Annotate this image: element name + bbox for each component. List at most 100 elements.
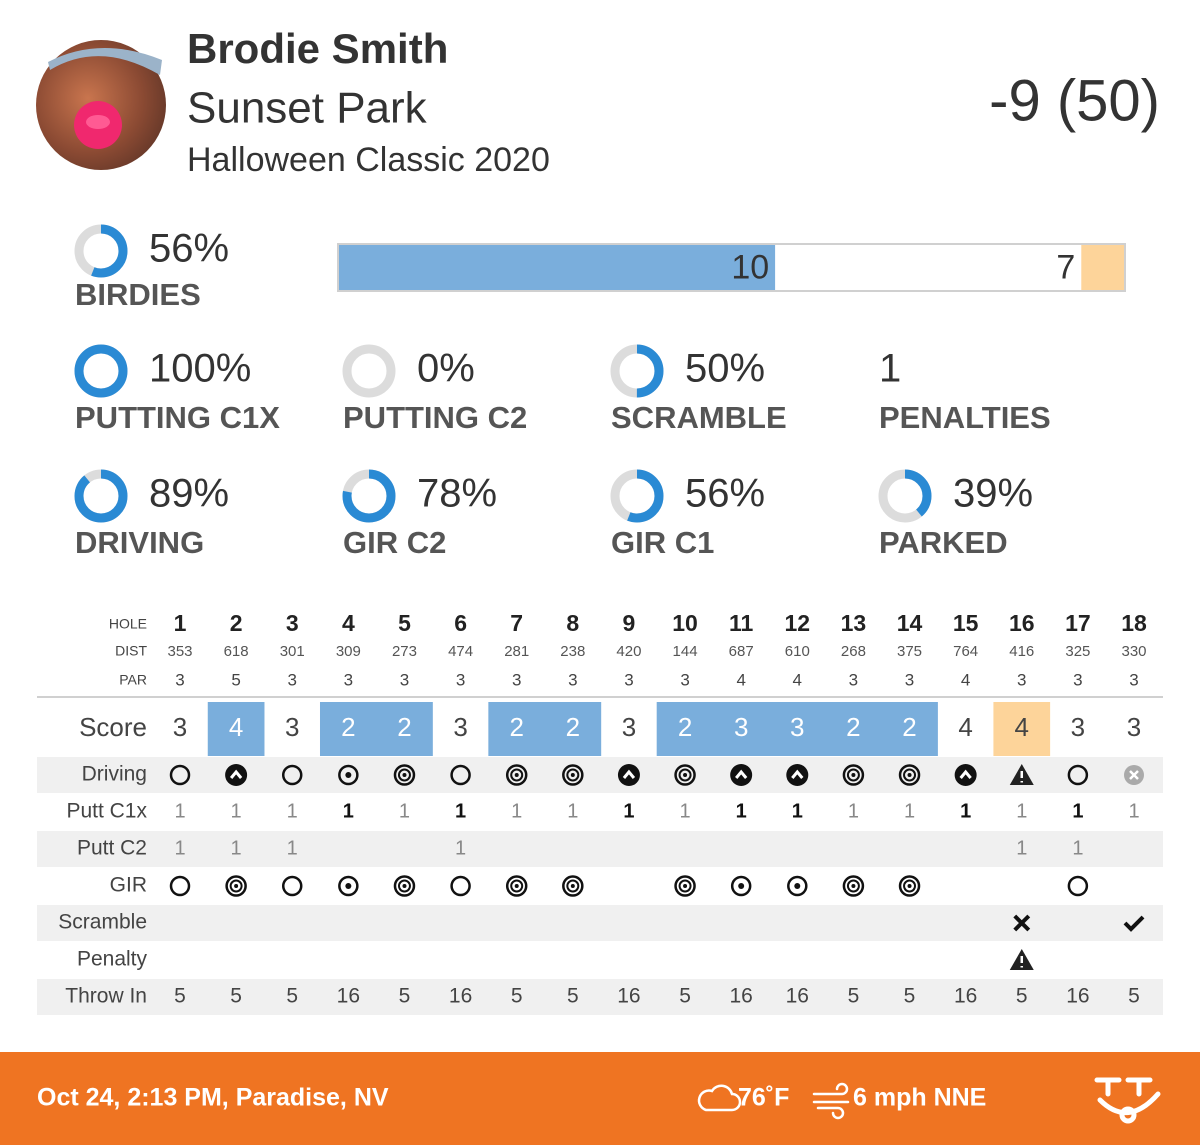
header-label: HOLE xyxy=(109,616,147,632)
cell-value: 5 xyxy=(1016,985,1028,1008)
ring xyxy=(1067,875,1089,897)
ring xyxy=(450,875,471,897)
hole-number: 3 xyxy=(286,610,299,636)
stat-title: PENALTIES xyxy=(879,400,1051,435)
temperature: 76˚F xyxy=(738,1084,789,1112)
hole-number: 5 xyxy=(398,610,411,636)
disc xyxy=(225,764,248,786)
dot xyxy=(851,884,856,888)
bar-frame xyxy=(337,243,1126,292)
ring xyxy=(393,764,416,786)
icon-t xyxy=(505,764,528,786)
hole-par: 3 xyxy=(175,670,184,689)
cell-value: 1 xyxy=(455,837,466,859)
row-label: GIR xyxy=(110,874,147,897)
dot xyxy=(794,883,801,889)
total-score: -9 (50) xyxy=(989,68,1160,133)
cell-value: 1 xyxy=(399,800,410,822)
hole-par: 3 xyxy=(1073,670,1082,689)
hole-dist: 420 xyxy=(616,643,641,660)
icon-t xyxy=(898,875,921,897)
hole-dist: 281 xyxy=(504,643,529,660)
dot xyxy=(402,773,407,777)
hole-par: 3 xyxy=(1129,670,1138,689)
ring xyxy=(510,768,524,782)
ring xyxy=(562,764,584,786)
ring-track xyxy=(342,344,396,398)
stat-title: PUTTING C2 xyxy=(343,400,527,435)
ring xyxy=(898,764,921,786)
dot xyxy=(345,883,352,889)
row-label: Score xyxy=(79,712,147,742)
ring xyxy=(678,879,692,893)
ring-arc xyxy=(610,344,664,398)
score-value: 2 xyxy=(846,712,860,742)
hole-number: 2 xyxy=(230,610,243,636)
hole-dist: 301 xyxy=(280,643,305,660)
hole-par: 4 xyxy=(736,670,745,689)
player-name: Brodie Smith xyxy=(187,25,448,72)
hole-number: 12 xyxy=(784,610,810,636)
cell-value: 16 xyxy=(337,985,360,1008)
hole-dist: 375 xyxy=(897,643,922,660)
hole-par: 4 xyxy=(793,670,802,689)
cell-value: 1 xyxy=(848,800,859,822)
cell-value: 5 xyxy=(230,985,242,1008)
ring xyxy=(393,875,416,897)
icon-o xyxy=(1067,875,1089,897)
hole-par: 3 xyxy=(400,670,409,689)
hole-dist: 273 xyxy=(392,643,417,660)
score-cell xyxy=(488,702,546,756)
hole-number: 1 xyxy=(174,610,187,636)
cell-value: 5 xyxy=(848,985,860,1008)
ring xyxy=(842,764,865,786)
cell-value: 1 xyxy=(567,800,578,822)
hole-number: 4 xyxy=(342,610,355,636)
icon-d xyxy=(730,875,752,897)
ring-arc xyxy=(342,469,396,523)
avatar xyxy=(36,40,166,170)
hole-par: 3 xyxy=(344,670,353,689)
score-cell xyxy=(712,702,770,756)
cell-value: 1 xyxy=(287,800,298,822)
ring xyxy=(169,875,191,897)
disc xyxy=(617,764,640,786)
ring xyxy=(730,875,752,897)
chevron xyxy=(735,769,748,779)
icon-o xyxy=(450,875,471,897)
hole-number: 8 xyxy=(566,610,579,636)
cell-value: 5 xyxy=(567,985,579,1008)
hole-number: 15 xyxy=(953,610,979,636)
hole-par: 3 xyxy=(680,670,689,689)
dot xyxy=(738,883,745,889)
hole-dist: 309 xyxy=(336,643,361,660)
ring xyxy=(898,875,921,897)
score-value: 3 xyxy=(1127,712,1141,742)
disc xyxy=(786,764,809,786)
score-value: 3 xyxy=(1071,712,1085,742)
icon-o xyxy=(281,875,303,897)
ring xyxy=(787,875,808,897)
dot xyxy=(907,773,912,777)
ring xyxy=(225,875,247,897)
hole-par: 3 xyxy=(905,670,914,689)
dot xyxy=(570,884,575,888)
stat-title: GIR C1 xyxy=(611,525,714,560)
stat-value: 56% xyxy=(149,227,229,271)
wind-icon xyxy=(812,1082,850,1120)
icon-c xyxy=(225,764,248,786)
score-value: 4 xyxy=(229,712,243,742)
cell-value: 16 xyxy=(449,985,472,1008)
score-cell xyxy=(825,702,882,756)
score-value: 2 xyxy=(341,712,355,742)
ring xyxy=(338,875,359,897)
hole-par: 5 xyxy=(231,670,240,689)
score-value: 4 xyxy=(1015,712,1029,742)
course-name: Sunset Park xyxy=(187,84,428,133)
stat-title: SCRAMBLE xyxy=(611,400,787,435)
event-name: Halloween Classic 2020 xyxy=(187,141,550,179)
icon-o xyxy=(281,764,303,786)
cell-value: 1 xyxy=(287,837,298,859)
cell-value: 1 xyxy=(1072,837,1083,859)
hole-dist: 610 xyxy=(785,643,810,660)
